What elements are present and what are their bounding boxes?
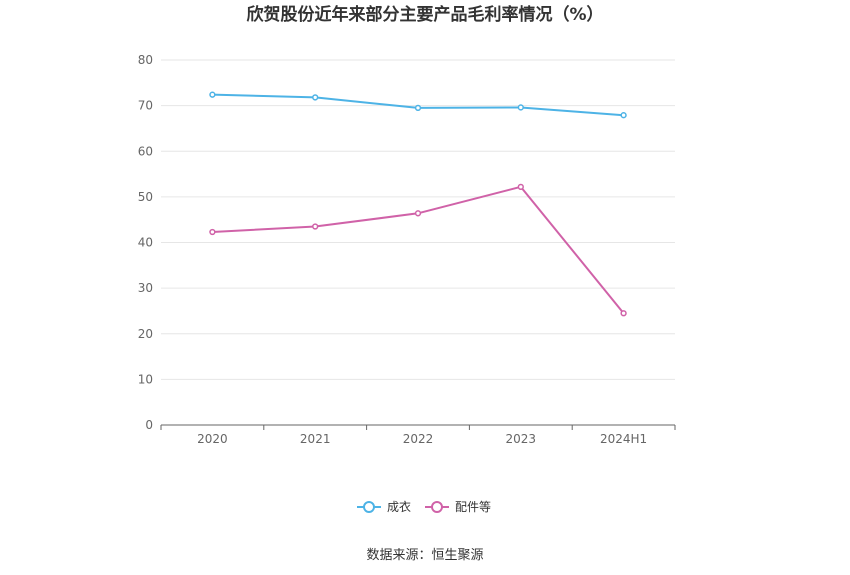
data-point[interactable] [414,104,422,112]
data-point[interactable] [414,210,422,217]
y-tick-label: 30 [138,281,153,295]
y-tick-label: 40 [138,236,153,250]
y-tick-label: 70 [138,99,153,113]
x-tick-label: 2021 [300,432,331,446]
series-2 [209,183,627,317]
x-tick-label: 2023 [506,432,537,446]
data-point[interactable] [620,112,627,119]
data-point[interactable] [517,183,524,190]
y-tick-label: 50 [138,190,153,204]
y-tick-label: 60 [138,144,153,158]
series-layer [209,91,627,317]
y-tick-label: 0 [145,418,153,432]
data-point[interactable] [312,94,319,101]
x-tick-label: 2022 [403,432,434,446]
data-source: 数据来源：恒生聚源 [366,548,483,563]
data-point[interactable] [209,228,216,236]
data-point[interactable] [312,223,319,230]
legend-item[interactable]: 成衣 [357,499,411,514]
series-1 [209,91,627,119]
chart-title: 欣贺股份近年来部分主要产品毛利率情况（%） [246,4,603,25]
legend-item[interactable]: 配件等 [425,500,491,514]
x-tick-label: 2020 [197,432,228,446]
legend-label: 成衣 [387,499,411,514]
legend-marker-icon [431,501,443,513]
y-tick-label: 20 [138,327,153,341]
data-point[interactable] [620,310,627,317]
legend-label: 配件等 [455,500,491,514]
series-line [211,185,625,315]
grid-layer [161,59,675,380]
x-tick-label: 2024H1 [600,432,647,446]
legend: 成衣 配件等 [357,499,491,514]
y-tick-label: 10 [138,372,153,386]
data-point[interactable] [517,104,524,111]
y-tick-label: 80 [138,53,153,67]
legend-marker-icon [363,501,375,513]
axis-layer: 0 10 20 30 40 50 60 70 80 2020 2021 2022 2023 2024H1 [138,53,676,446]
data-point[interactable] [209,91,216,98]
